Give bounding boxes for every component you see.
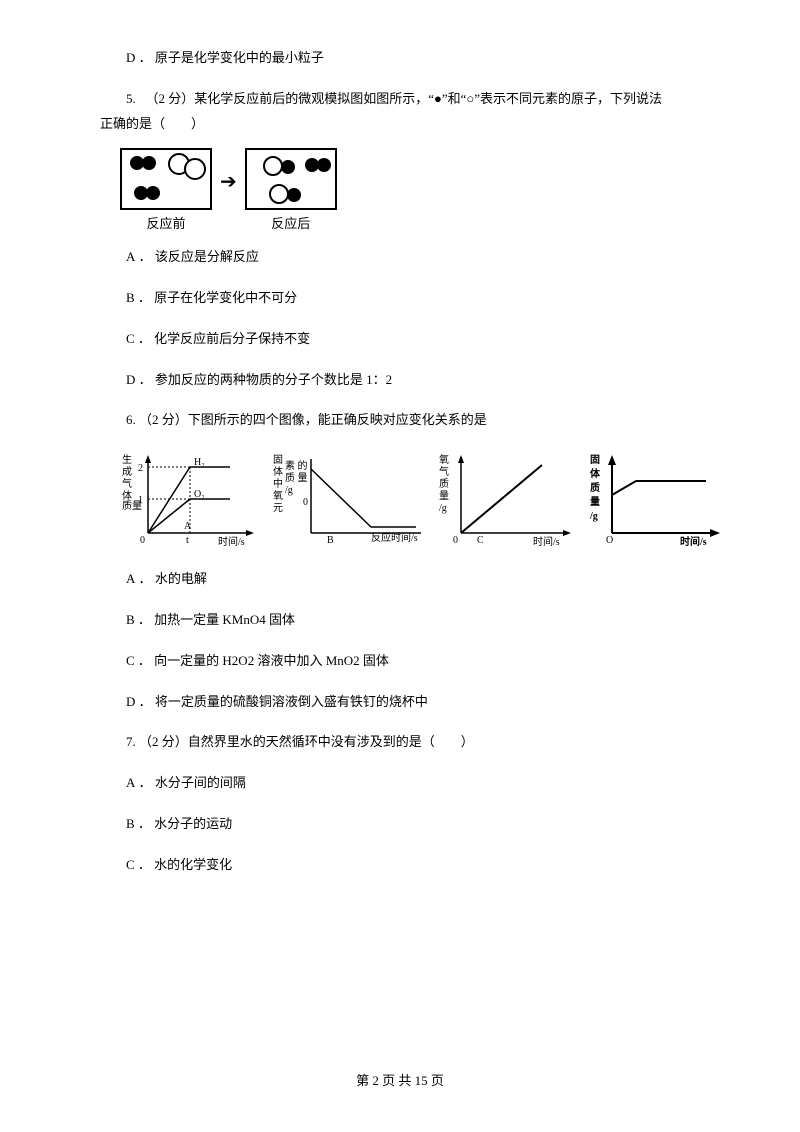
q7-option-a: A ． 水分子间的间隔 [100,773,720,794]
q6-option-c: C ． 向一定量的 H2O2 溶液中加入 MnO2 固体 [100,651,720,672]
q6-stem: 6. （2 分）下图所示的四个图像，能正确反映对应变化关系的是 [100,410,720,431]
q6-option-a: A ． 水的电解 [100,569,720,590]
svg-text:气: 气 [439,465,449,478]
svg-text:固: 固 [273,454,283,466]
q6-option-b: B ． 加热一定量 KMnO4 固体 [100,610,720,631]
svg-text:O₂: O₂ [194,489,205,500]
svg-text:H₂: H₂ [194,457,205,468]
q7-option-b: B ． 水分子的运动 [100,814,720,835]
q5-stem-line2: 正确的是（ ） [100,114,720,135]
q5-label-after: 反应后 [271,214,310,235]
svg-text:中: 中 [273,477,283,490]
svg-text:量: 量 [590,495,600,508]
chart-c: 氧气质 量/g 0 C 时间/s [437,451,582,551]
svg-text:1: 1 [138,495,143,506]
arrow-icon: ➔ [220,166,237,198]
svg-text:时间/s: 时间/s [218,535,245,548]
svg-text:/g: /g [285,485,293,496]
svg-text:成: 成 [122,466,132,478]
q5-option-d: D ． 参加反应的两种物质的分子个数比是 1：2 [100,370,720,391]
svg-text:体: 体 [590,467,601,480]
svg-text:O: O [606,535,613,546]
q5-label-before: 反应前 [146,214,185,235]
svg-text:0: 0 [140,535,145,546]
svg-text:量: 量 [439,490,449,502]
q7-stem: 7. （2 分）自然界里水的天然循环中没有涉及到的是（ ） [100,732,720,753]
page-footer: 第 2 页 共 15 页 [0,1071,800,1092]
svg-text:时间/s: 时间/s [680,535,707,548]
chart-a: 生成气 体质量 H₂ O₂ 1 2 0 t A 时间/s [120,451,265,551]
svg-text:体: 体 [273,466,283,478]
q4-option-d: D ． 原子是化学变化中的最小粒子 [100,48,720,69]
svg-text:/g: /g [589,511,598,522]
svg-text:固: 固 [590,454,600,466]
svg-text:/g: /g [439,503,447,514]
svg-text:时间/s: 时间/s [533,535,560,548]
svg-text:质: 质 [439,478,449,490]
svg-text:素 的: 素 的 [285,459,308,472]
chart-d: 固体 质量 /g O 时间/s [588,451,733,551]
svg-text:0: 0 [453,535,458,546]
svg-text:质: 质 [590,481,600,494]
svg-text:氧: 氧 [273,489,283,502]
svg-text:2: 2 [138,463,143,474]
svg-text:反应时间/s: 反应时间/s [371,531,418,544]
q5-option-a: A ． 该反应是分解反应 [100,247,720,268]
q5-stem-line1: 5. （2 分）某化学反应前后的微观模拟图如图所示，“●”和“○”表示不同元素的… [100,89,720,110]
svg-text:t: t [186,535,189,546]
svg-text:C: C [477,535,484,546]
svg-text:0: 0 [303,497,308,508]
q6-option-d: D ． 将一定质量的硫酸铜溶液倒入盛有铁钉的烧杯中 [100,692,720,713]
svg-text:生: 生 [122,453,132,466]
q6-charts: 生成气 体质量 H₂ O₂ 1 2 0 t A 时间/s [120,451,720,551]
q5-box-after [245,148,337,210]
chart-b: 固体中 氧元 素 的质 量/g 0 B 反应时间/s [271,451,431,551]
q5-option-c: C ． 化学反应前后分子保持不变 [100,329,720,350]
q5-diagram: 反应前 ➔ 反应后 [120,148,720,235]
svg-text:质 量: 质 量 [285,472,308,484]
q5-box-before [120,148,212,210]
page-content: D ． 原子是化学变化中的最小粒子 5. （2 分）某化学反应前后的微观模拟图如… [0,0,800,916]
q5-option-b: B ． 原子在化学变化中不可分 [100,288,720,309]
svg-text:A: A [184,521,192,532]
svg-text:氧: 氧 [439,453,449,466]
q7-option-c: C ． 水的化学变化 [100,855,720,876]
svg-text:B: B [327,535,334,546]
svg-text:气: 气 [122,477,132,490]
svg-text:元: 元 [273,503,283,514]
